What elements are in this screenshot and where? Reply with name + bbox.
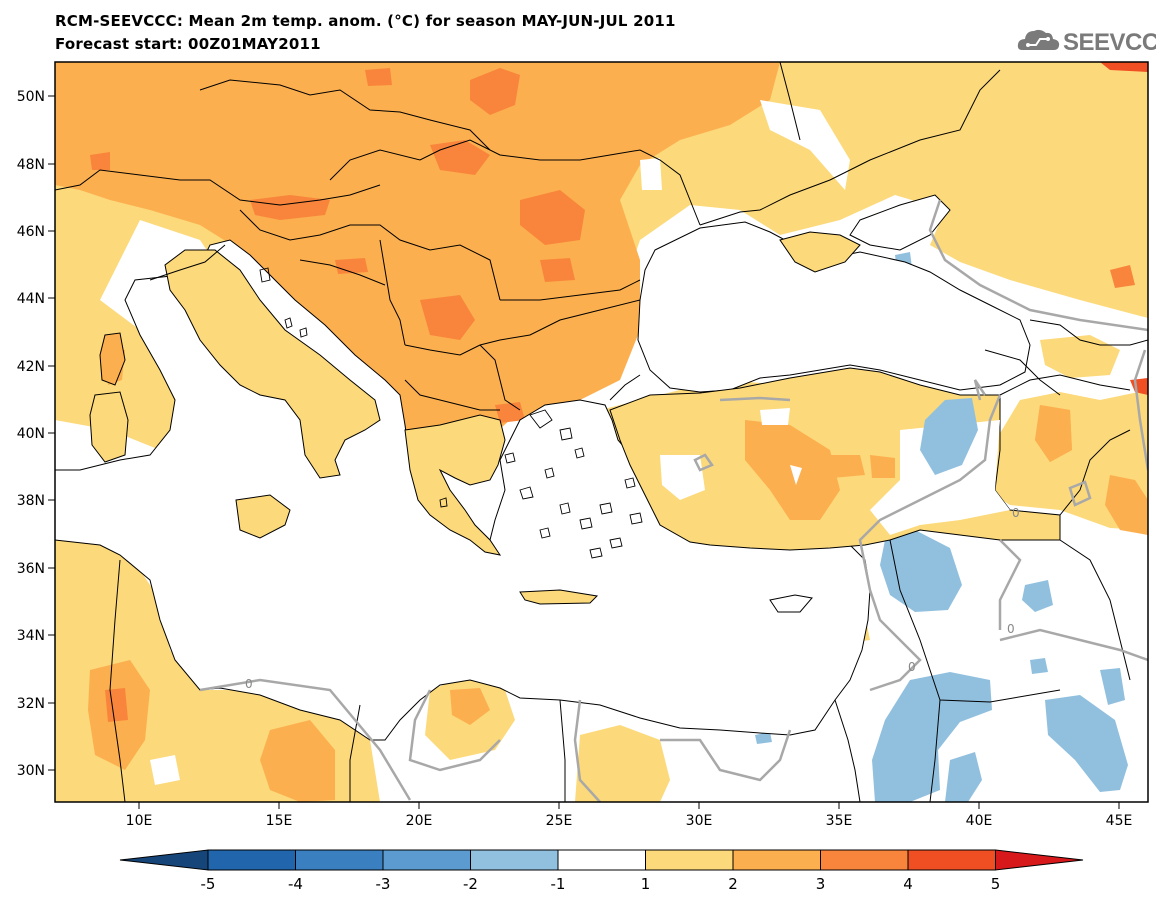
colorbar-label: 4: [903, 875, 913, 893]
colorbar-under-arrow: [119, 849, 209, 871]
contour-label: 0: [245, 677, 253, 691]
colorbar-segment: [732, 849, 821, 871]
crimea-land: [779, 231, 861, 273]
colorbar-segment: [557, 849, 646, 871]
anomaly-3-4-region: [90, 68, 1135, 722]
colorbar-over-arrow: [995, 849, 1084, 871]
colorbar-label: 5: [991, 875, 1001, 893]
colorbar-segment: [645, 849, 734, 871]
colorbar-label: -2: [463, 875, 478, 893]
lon-label: 25E: [546, 813, 573, 829]
latitude-axis: [48, 95, 55, 771]
lon-label: 10E: [126, 813, 153, 829]
lat-label: 30N: [17, 763, 45, 779]
lat-label: 34N: [17, 628, 45, 644]
contour-labels: 0 0 0 0: [245, 506, 1020, 691]
lat-label: 42N: [17, 359, 45, 375]
longitude-labels: 10E 15E 20E 25E 30E 35E 40E 45E: [126, 813, 1133, 829]
zero-contour: [199, 199, 1148, 802]
map-title: RCM-SEEVCCC: Mean 2m temp. anom. (°C) fo…: [55, 12, 676, 30]
colorbar-segment: [820, 849, 909, 871]
colorbar-label: 2: [728, 875, 738, 893]
lon-label: 45E: [1106, 813, 1133, 829]
colorbar-segment: [382, 849, 471, 871]
colorbar-label: -5: [201, 875, 216, 893]
colorbar-segment: [907, 849, 996, 871]
lat-label: 38N: [17, 493, 45, 509]
longitude-axis: [138, 802, 1120, 809]
logo-text: SEEVCCC: [1063, 29, 1156, 56]
lon-label: 15E: [266, 813, 293, 829]
country-borders: [55, 62, 1148, 802]
colorbar-label: -1: [551, 875, 566, 893]
lat-label: 46N: [17, 224, 45, 240]
lat-label: 44N: [17, 291, 45, 307]
aegean-islands: [259, 267, 643, 559]
seevccc-logo: SEEVCCC: [1017, 29, 1156, 56]
lat-label: 50N: [17, 89, 45, 105]
lat-label: 36N: [17, 561, 45, 577]
contour-label: 0: [1012, 506, 1020, 520]
latitude-labels: 50N 48N 46N 44N 42N 40N 38N 36N 34N 32N …: [17, 89, 45, 779]
lon-label: 20E: [406, 813, 433, 829]
azov-sea: [849, 194, 951, 251]
colorbar: [119, 849, 1084, 871]
islands: [89, 332, 813, 613]
lon-label: 35E: [826, 813, 853, 829]
colorbar-segment: [207, 849, 296, 871]
map-plot-area: 0 0 0 0: [55, 62, 1148, 802]
colorbar-label: 3: [816, 875, 826, 893]
lat-label: 40N: [17, 426, 45, 442]
colorbar-label: -3: [376, 875, 391, 893]
colorbar-labels: -5 -4 -3 -2 -1 1 2 3 4 5: [201, 875, 1001, 893]
greece-land: [404, 414, 506, 556]
colorbar-segment: [295, 849, 384, 871]
colorbar-label: 1: [641, 875, 651, 893]
anomaly-neutral-region: [150, 100, 850, 785]
colorbar-segment: [470, 849, 559, 871]
lon-label: 30E: [686, 813, 713, 829]
colorbar-label: -4: [288, 875, 303, 893]
lat-label: 48N: [17, 157, 45, 173]
cloud-icon: [1017, 29, 1060, 50]
contour-label: 0: [1007, 622, 1015, 636]
lon-label: 40E: [966, 813, 993, 829]
map-frame: [54, 61, 1149, 803]
lat-label: 32N: [17, 696, 45, 712]
forecast-start-label: Forecast start: 00Z01MAY2011: [55, 35, 321, 53]
italy-land: [164, 249, 381, 539]
contour-label: 0: [908, 660, 916, 674]
